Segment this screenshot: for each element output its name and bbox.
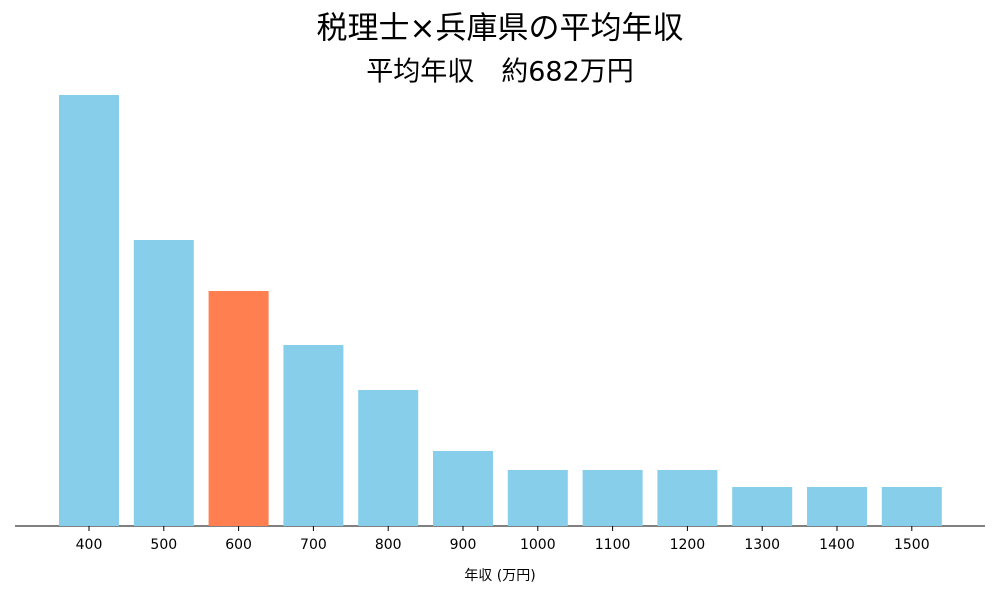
chart-title: 税理士×兵庫県の平均年収 xyxy=(317,11,684,47)
x-tick-label: 1400 xyxy=(819,537,855,553)
bar xyxy=(507,470,568,526)
bar xyxy=(807,487,867,526)
bar xyxy=(582,470,643,526)
bar xyxy=(358,390,419,526)
bar xyxy=(657,470,718,526)
chart-subtitle: 平均年収 約682万円 xyxy=(366,57,634,88)
x-tick-label: 1100 xyxy=(595,537,631,553)
bar xyxy=(133,240,194,526)
x-tick-label: 1200 xyxy=(670,537,706,553)
x-tick-label: 800 xyxy=(375,537,402,553)
bar xyxy=(732,487,793,526)
x-tick-label: 700 xyxy=(300,537,327,553)
x-tick-label: 600 xyxy=(225,537,252,553)
x-tick-label: 1500 xyxy=(894,537,930,553)
x-axis-label: 年収 (万円) xyxy=(464,568,535,584)
bar xyxy=(283,345,344,526)
x-tick-label: 400 xyxy=(76,537,103,553)
x-tick-label: 900 xyxy=(450,537,477,553)
x-tick-label: 1000 xyxy=(520,537,556,553)
bar xyxy=(433,451,493,526)
bar xyxy=(59,95,119,526)
bar xyxy=(881,487,942,526)
bar xyxy=(208,291,269,526)
x-tick-label: 500 xyxy=(150,537,177,553)
x-tick-label: 1300 xyxy=(744,537,780,553)
